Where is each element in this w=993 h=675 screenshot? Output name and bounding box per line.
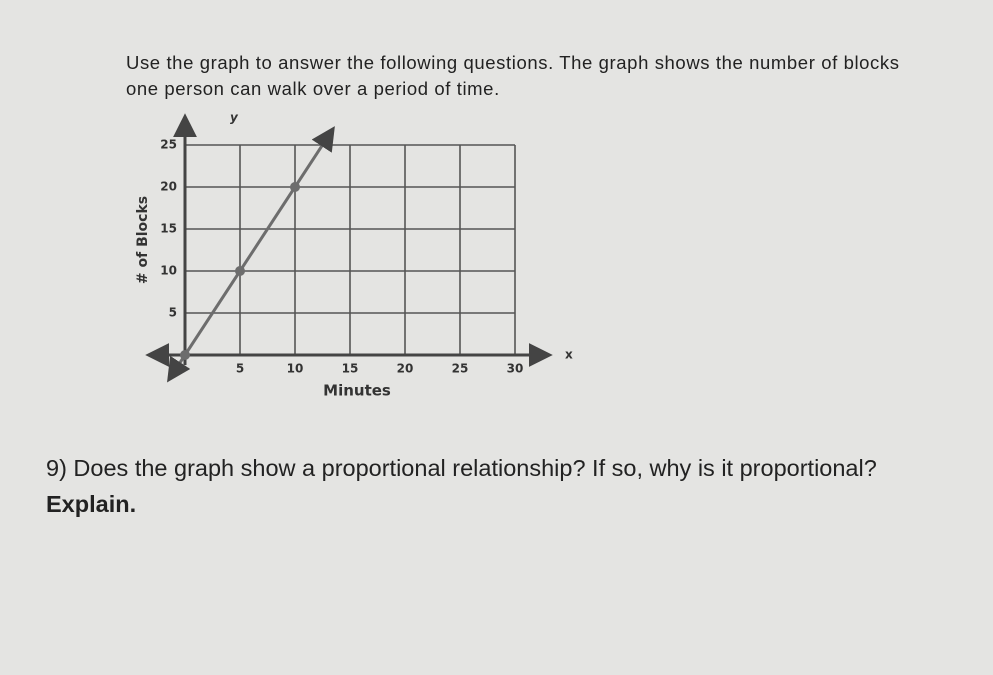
x-axis-name: x xyxy=(565,348,573,362)
x-tick-label: 30 xyxy=(507,362,524,376)
data-point xyxy=(290,182,300,192)
y-tick-label: 15 xyxy=(160,222,177,236)
data-point xyxy=(235,266,245,276)
x-axis-label: Minutes xyxy=(323,382,391,400)
x-tick-label: 25 xyxy=(452,362,469,376)
intro-text: Use the graph to answer the following qu… xyxy=(126,52,900,99)
x-tick-label: 10 xyxy=(287,362,304,376)
y-tick-label: 10 xyxy=(160,264,177,278)
x-tick-label: 5 xyxy=(236,362,244,376)
y-axis-label: # of Blocks xyxy=(135,196,151,284)
question-text: 9) Does the graph show a proportional re… xyxy=(46,455,877,481)
question-emphasis: Explain. xyxy=(46,491,137,517)
x-tick-label: 15 xyxy=(342,362,359,376)
y-tick-label: 25 xyxy=(160,138,177,152)
y-tick-label: 5 xyxy=(169,306,177,320)
line-extension xyxy=(293,126,335,188)
question: 9) Does the graph show a proportional re… xyxy=(46,450,951,522)
data-point xyxy=(180,350,190,360)
y-axis-name: y xyxy=(230,111,239,125)
x-tick-label: 20 xyxy=(397,362,414,376)
y-tick-label: 20 xyxy=(160,180,177,194)
